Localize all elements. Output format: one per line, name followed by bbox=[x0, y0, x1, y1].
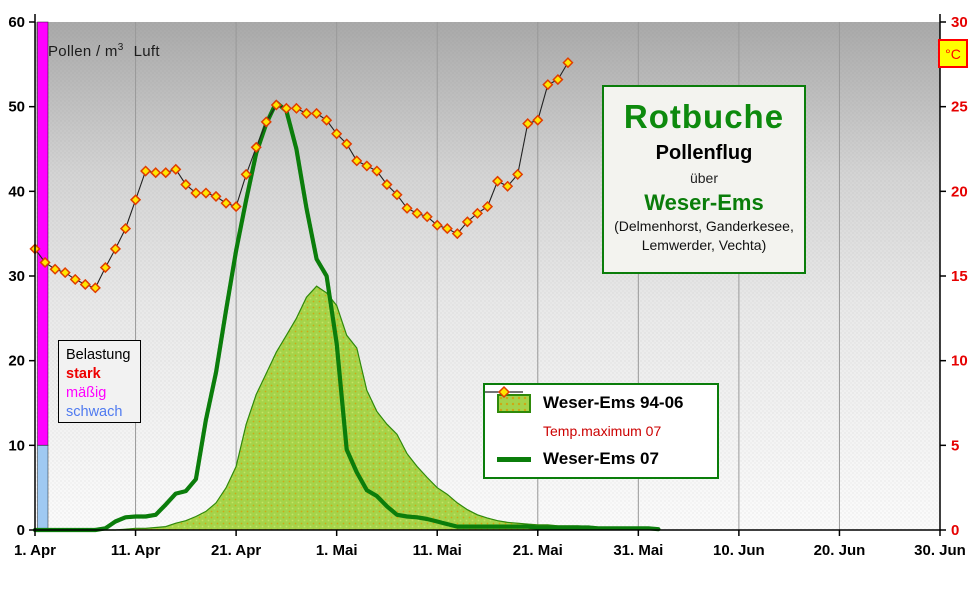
units-superscript: 3 bbox=[117, 42, 124, 53]
chart-title-box: Rotbuche Pollenflug über Weser-Ems (Delm… bbox=[602, 85, 806, 274]
axes bbox=[29, 14, 946, 536]
line07-swatch-icon bbox=[497, 456, 531, 462]
load-level-legend: Belastung stark mäßig schwach bbox=[58, 340, 141, 423]
svg-text:25: 25 bbox=[951, 99, 968, 116]
svg-text:60: 60 bbox=[8, 14, 25, 31]
svg-text:31. Mai: 31. Mai bbox=[613, 542, 663, 559]
celsius-unit-badge: °C bbox=[938, 39, 968, 68]
chart-locations-1: (Delmenhorst, Ganderkesee, bbox=[614, 218, 794, 234]
svg-text:30: 30 bbox=[8, 268, 25, 285]
svg-text:30. Jun: 30. Jun bbox=[914, 542, 966, 559]
svg-text:30: 30 bbox=[951, 14, 968, 31]
load-legend-title: Belastung bbox=[66, 347, 131, 363]
temp-line-marker-icon bbox=[485, 385, 523, 399]
load-level-bar bbox=[37, 21, 49, 531]
svg-text:15: 15 bbox=[951, 268, 968, 285]
area-swatch-icon bbox=[497, 393, 531, 413]
chart-subtitle: Pollenflug bbox=[655, 142, 753, 164]
svg-text:0: 0 bbox=[17, 522, 25, 539]
svg-text:50: 50 bbox=[8, 99, 25, 116]
axis-labels: 0 10 20 30 40 50 60 0 5 10 15 20 25 30 1. Apr 11. Apr 21… bbox=[8, 14, 967, 559]
chart-region: Weser-Ems bbox=[644, 190, 764, 215]
svg-text:5: 5 bbox=[951, 437, 959, 454]
load-level-maessig: mäßig bbox=[66, 385, 107, 401]
chart-locations-2: Lemwerder, Vechta) bbox=[641, 237, 767, 253]
units-prefix: Pollen / m bbox=[48, 43, 118, 60]
svg-text:20: 20 bbox=[951, 183, 968, 200]
svg-text:1. Mai: 1. Mai bbox=[316, 542, 358, 559]
legend-item-temp: Temp.maximum 07 bbox=[485, 385, 717, 445]
legend-label-area: Weser-Ems 94-06 bbox=[543, 393, 684, 412]
svg-text:20: 20 bbox=[8, 353, 25, 370]
svg-text:1. Apr: 1. Apr bbox=[14, 542, 56, 559]
svg-text:21. Apr: 21. Apr bbox=[211, 542, 261, 559]
series-legend: Weser-Ems 94-06 Temp.maximum 07 Weser-Em… bbox=[483, 383, 719, 479]
svg-text:21. Mai: 21. Mai bbox=[513, 542, 563, 559]
svg-text:40: 40 bbox=[8, 183, 25, 200]
load-level-schwach: schwach bbox=[66, 404, 123, 420]
legend-label-line07: Weser-Ems 07 bbox=[543, 449, 659, 468]
svg-text:11. Apr: 11. Apr bbox=[111, 542, 161, 559]
svg-text:10: 10 bbox=[8, 437, 25, 454]
series-temp-max-07 bbox=[29, 57, 574, 294]
series-line-07 bbox=[32, 100, 661, 533]
svg-text:20. Jun: 20. Jun bbox=[814, 542, 866, 559]
svg-text:10: 10 bbox=[951, 353, 968, 370]
svg-text:0: 0 bbox=[951, 522, 959, 539]
legend-item-area: Weser-Ems 94-06 bbox=[485, 389, 717, 417]
legend-label-temp: Temp.maximum 07 bbox=[543, 423, 662, 439]
legend-item-line07: Weser-Ems 07 bbox=[485, 445, 717, 473]
svg-text:11. Mai: 11. Mai bbox=[413, 542, 462, 559]
units-suffix: Luft bbox=[133, 43, 160, 60]
chart-title: Rotbuche bbox=[623, 98, 785, 135]
load-level-stark: stark bbox=[66, 366, 101, 382]
svg-text:10. Jun: 10. Jun bbox=[713, 542, 765, 559]
chart-connector-word: über bbox=[689, 170, 719, 186]
y-axis-units-label: Pollen / m3 Luft bbox=[48, 42, 160, 60]
celsius-label: °C bbox=[945, 45, 961, 62]
